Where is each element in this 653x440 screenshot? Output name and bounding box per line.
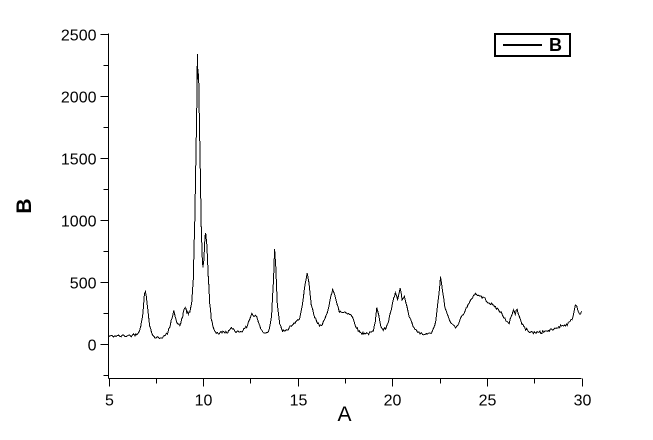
x-tick-label: 10 bbox=[195, 393, 213, 410]
legend-line-sample bbox=[503, 44, 542, 46]
y-tick-label: 2000 bbox=[61, 90, 97, 107]
legend-entry-label: B bbox=[549, 35, 562, 55]
series-line bbox=[108, 53, 582, 339]
x-tick-label: 30 bbox=[574, 393, 592, 410]
legend: B bbox=[494, 33, 571, 57]
y-tick-label: 1000 bbox=[61, 214, 97, 231]
axis-lines bbox=[108, 33, 582, 379]
x-tick-label: 15 bbox=[290, 393, 308, 410]
y-tick-label: 1500 bbox=[61, 152, 97, 169]
x-tick-label: 25 bbox=[479, 393, 497, 410]
y-tick-label: 500 bbox=[70, 276, 97, 293]
x-tick-label: 20 bbox=[384, 393, 402, 410]
y-tick-label: 2500 bbox=[61, 28, 97, 45]
x-tick-label: 5 bbox=[105, 393, 114, 410]
y-tick-label: 0 bbox=[88, 338, 97, 355]
x-axis-title: A bbox=[337, 403, 352, 426]
y-axis-title: B bbox=[13, 198, 36, 214]
